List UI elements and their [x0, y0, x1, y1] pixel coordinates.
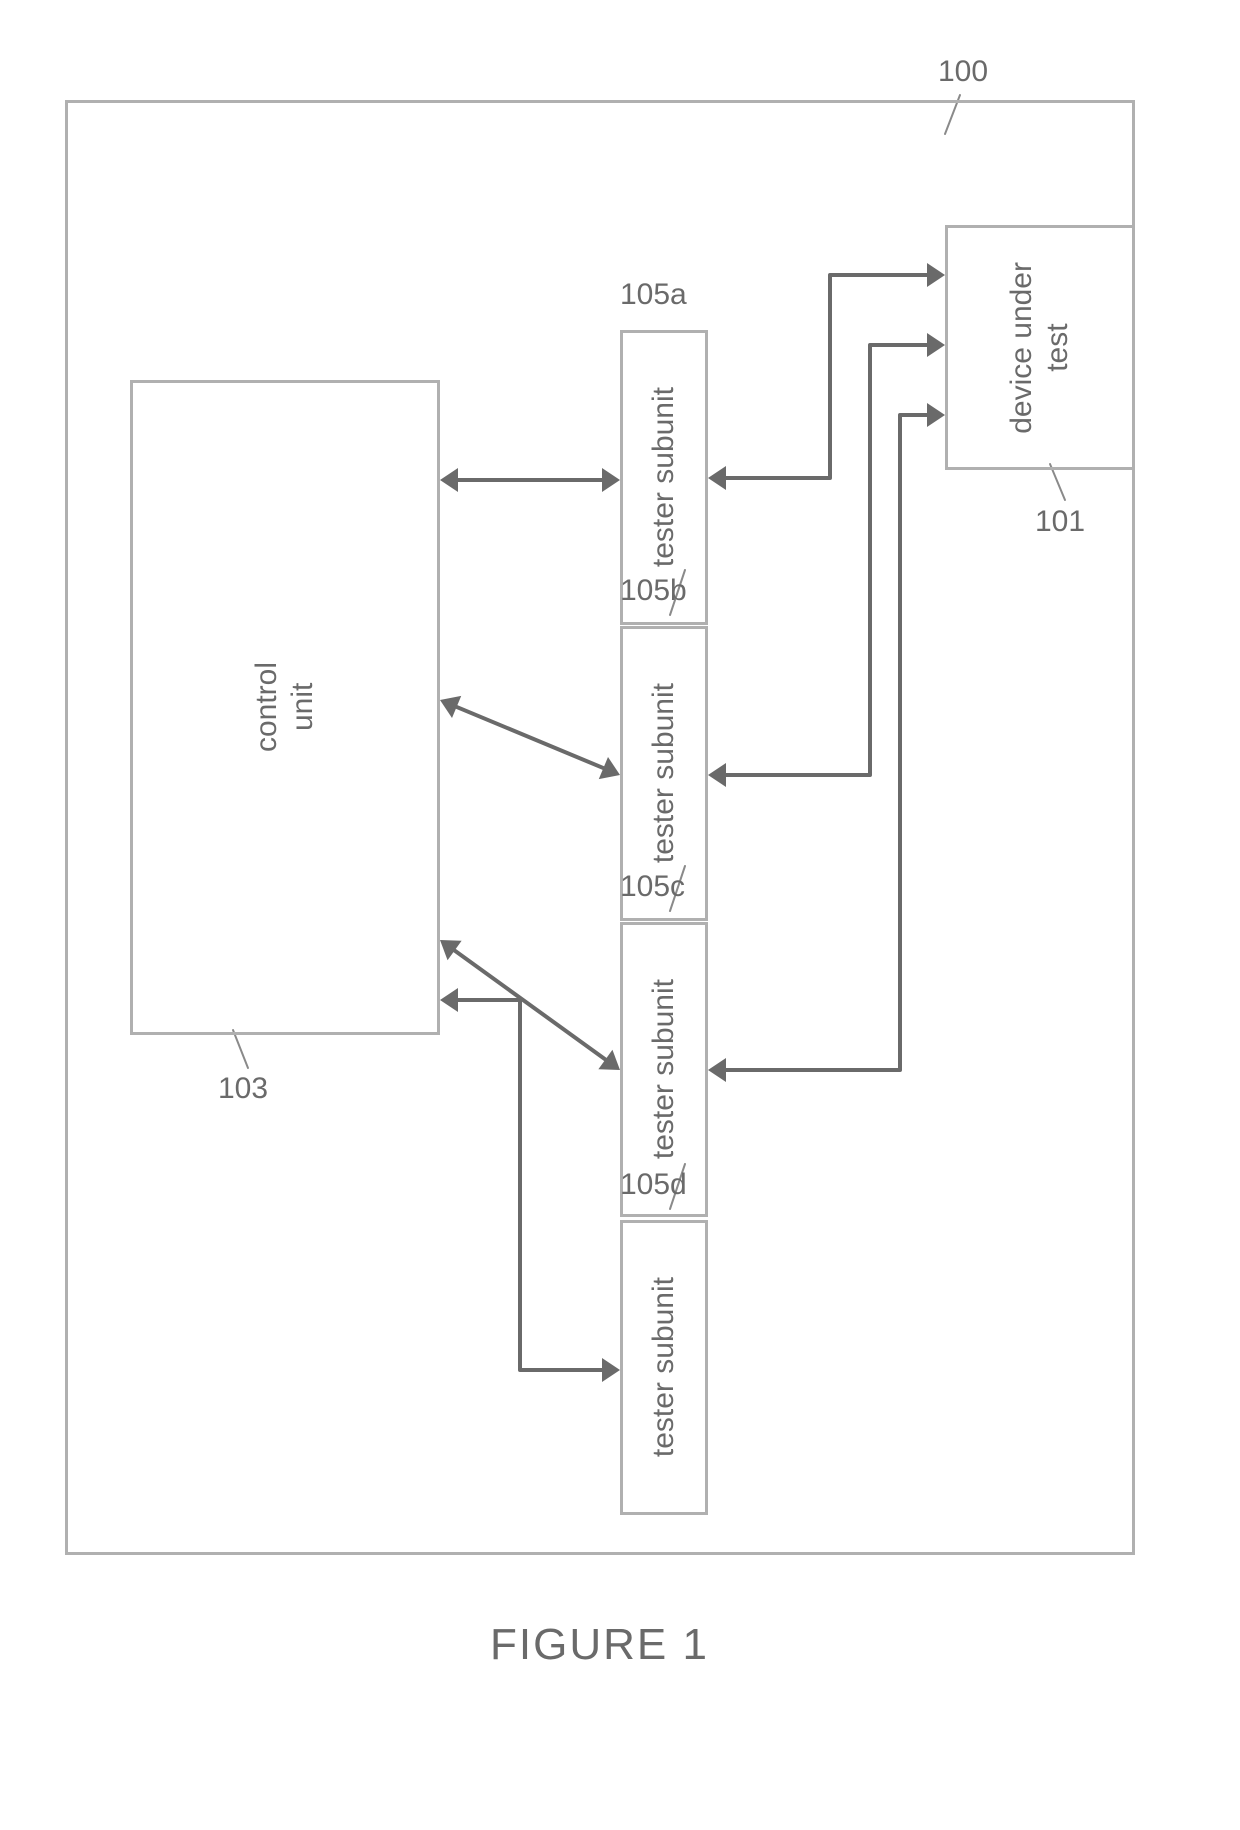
tester-subunit-b-label: tester subunit [646, 683, 682, 863]
tester-subunit-d-ref: 105d [620, 1168, 687, 1202]
tester-subunit-b-ref: 105b [620, 574, 687, 608]
tester-subunit-d-box: tester subunit [620, 1220, 708, 1515]
tester-subunit-c-label: tester subunit [646, 979, 682, 1159]
tester-subunit-a-ref: 105a [620, 278, 687, 312]
diagram-canvas: 100 control unit 103 device under test 1… [0, 0, 1240, 1830]
control-unit-label: control unit [249, 662, 321, 752]
device-under-test-ref: 101 [1035, 505, 1085, 539]
device-under-test-box: device under test [945, 225, 1135, 470]
figure-title: FIGURE 1 [490, 1620, 709, 1670]
control-unit-box: control unit [130, 380, 440, 1035]
tester-subunit-a-label: tester subunit [646, 387, 682, 567]
control-unit-ref: 103 [218, 1072, 268, 1106]
device-under-test-label: device under test [1004, 262, 1076, 434]
outer-frame-ref: 100 [938, 55, 988, 89]
tester-subunit-d-label: tester subunit [646, 1277, 682, 1457]
tester-subunit-c-ref: 105c [620, 870, 685, 904]
